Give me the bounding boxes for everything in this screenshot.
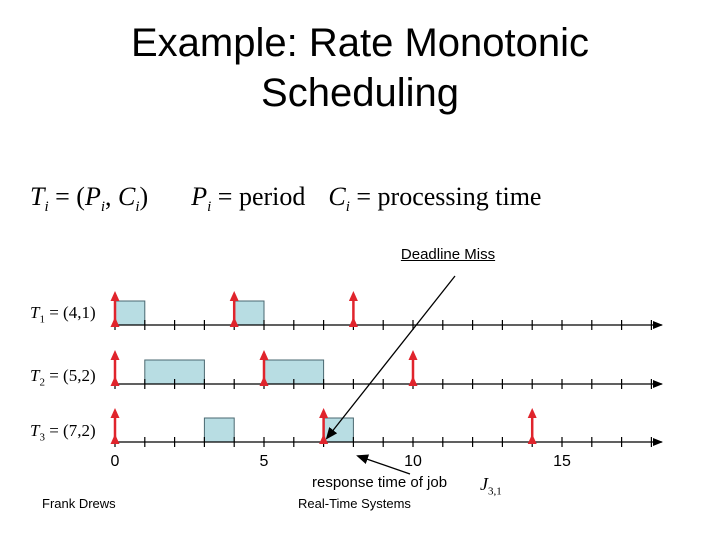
task-1-execution-block-1 [114, 300, 146, 326]
response-time-pointer [356, 454, 411, 475]
task-3-symbol: T [30, 421, 40, 440]
formula-sub: i [135, 199, 140, 216]
task-1-params: = (4,1) [44, 303, 96, 322]
formula-processing-text: = processing time [349, 182, 542, 211]
task-2-params: = (5,2) [44, 366, 96, 385]
formula-sub: i [207, 199, 212, 216]
task-2-label: T2 = (5,2) [30, 366, 96, 388]
task-3-execution-block-2 [323, 417, 354, 443]
time-tick-label-15: 15 [553, 453, 571, 470]
footer-author: Frank Drews [42, 496, 116, 511]
formula-close: ) [139, 182, 149, 211]
job-label: J3,1 [480, 474, 502, 498]
response-time-label: response time of job [312, 474, 448, 491]
formula-cost-symbol: C [118, 182, 136, 211]
time-tick-label-10: 10 [404, 453, 422, 470]
task-1-label: T1 = (4,1) [30, 303, 96, 325]
formula-cost-symbol-2: C [328, 182, 346, 211]
formula-period-symbol-2: P [191, 182, 208, 211]
title-line-2: Scheduling [261, 71, 459, 115]
task-3-execution-block-1 [203, 417, 235, 443]
job-index: 3,1 [488, 485, 502, 498]
deadline-miss-pointer [325, 275, 456, 440]
formula-comma: , [105, 182, 119, 211]
task-1-index: 1 [39, 313, 45, 326]
formula-task-symbol: T [30, 182, 45, 211]
task-1-symbol: T [30, 303, 40, 322]
task-2-symbol: T [30, 366, 40, 385]
task-3-label: T3 = (7,2) [30, 421, 96, 443]
task-3-index: 3 [39, 431, 45, 444]
formula-sub: i [100, 199, 106, 216]
task-definition-formula: Ti = (Pi, Ci) Pi = period Ci = processin… [30, 182, 541, 216]
formula-eq-open: = ( [48, 182, 85, 211]
formula-sub: i [345, 199, 350, 216]
deadline-miss-label: Deadline Miss [400, 246, 496, 263]
job-symbol: J [480, 474, 488, 494]
task-1-execution-block-2 [233, 300, 265, 326]
slide-title: Example: Rate Monotonic Scheduling [0, 18, 720, 118]
formula-sub: i [44, 199, 49, 216]
title-line-1: Example: Rate Monotonic [130, 21, 589, 65]
time-tick-label-0: 0 [110, 453, 120, 470]
task-2-index: 2 [39, 376, 45, 389]
formula-period-text: = period [211, 182, 306, 211]
formula-period-symbol: P [84, 182, 101, 211]
time-tick-label-5: 5 [259, 453, 269, 470]
footer-course: Real-Time Systems [298, 496, 411, 511]
task-3-params: = (7,2) [44, 421, 96, 440]
